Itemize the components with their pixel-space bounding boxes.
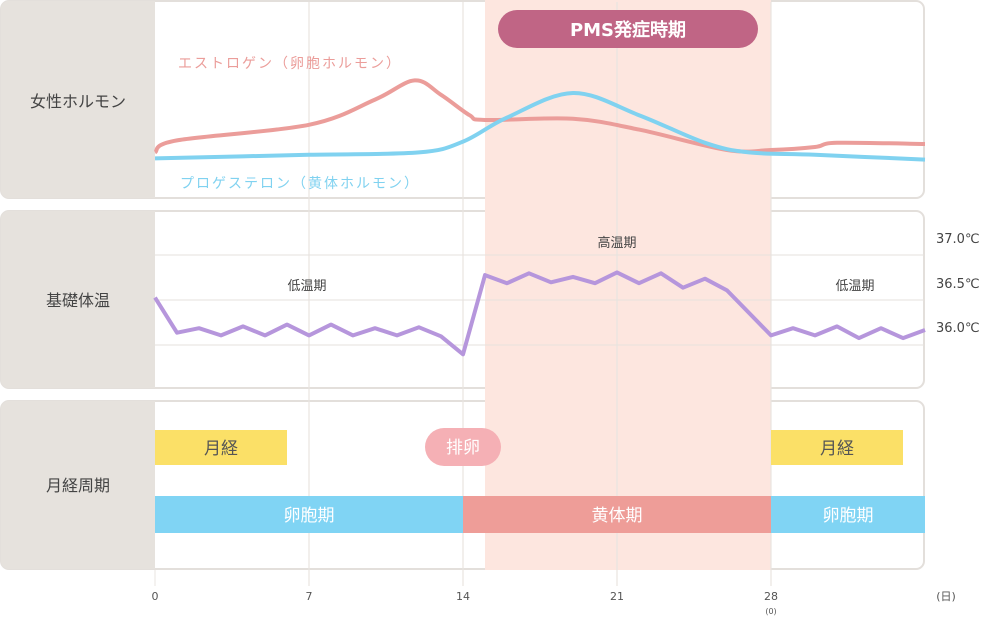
phase-label: 卵胞期	[284, 506, 335, 526]
high-temp-label: 高温期	[597, 235, 636, 251]
ovulation-label: 排卵	[446, 438, 480, 458]
menstruation-bar	[771, 430, 903, 465]
estrogen-line	[153, 78, 926, 155]
temperature-line	[153, 270, 926, 357]
phase-label: 黄体期	[592, 506, 643, 526]
ovulation-badge	[425, 428, 501, 466]
row-label-cell	[1, 211, 155, 388]
low-temp-label-2: 低温期	[835, 279, 874, 294]
luteal-phase-bar	[463, 496, 771, 533]
pms-period-badge	[498, 10, 758, 48]
follicular-phase-bar	[771, 496, 925, 533]
low-temp-label-1: 低温期	[287, 279, 326, 294]
estrogen-label: エストロゲン（卵胞ホルモン）	[178, 56, 402, 72]
follicular-phase-bar	[155, 496, 463, 533]
temp-tick-365: 36.5℃	[936, 277, 980, 292]
row-label-temperature: 基礎体温	[46, 291, 110, 310]
menstruation-bar	[155, 430, 287, 465]
menstruation-label: 月経	[204, 439, 238, 459]
row-label-cycle: 月経周期	[46, 476, 110, 495]
x-axis-tick: 14	[456, 590, 470, 603]
temp-tick-36: 36.0℃	[936, 321, 980, 336]
temp-tick-37: 37.0℃	[936, 232, 980, 247]
phase-label: 卵胞期	[823, 506, 874, 526]
pms-band	[485, 0, 771, 570]
row-label-cell	[1, 401, 155, 569]
pms-period-label: PMS発症時期	[570, 19, 686, 41]
x-axis-tick: 28	[764, 590, 778, 603]
row-label-hormone: 女性ホルモン	[30, 92, 126, 111]
row-label-cell	[1, 1, 155, 198]
progesterone-label: プロゲステロン（黄体ホルモン）	[180, 175, 420, 192]
x-axis-tick: 7	[306, 590, 313, 603]
menstruation-label: 月経	[820, 439, 854, 459]
x-axis-tick: 0	[152, 590, 159, 603]
progesterone-line	[154, 90, 926, 162]
x-axis-unit: (日)	[936, 590, 956, 603]
x-axis-tick: 21	[610, 590, 624, 603]
x-tick-28-sub: (0)	[765, 607, 776, 616]
